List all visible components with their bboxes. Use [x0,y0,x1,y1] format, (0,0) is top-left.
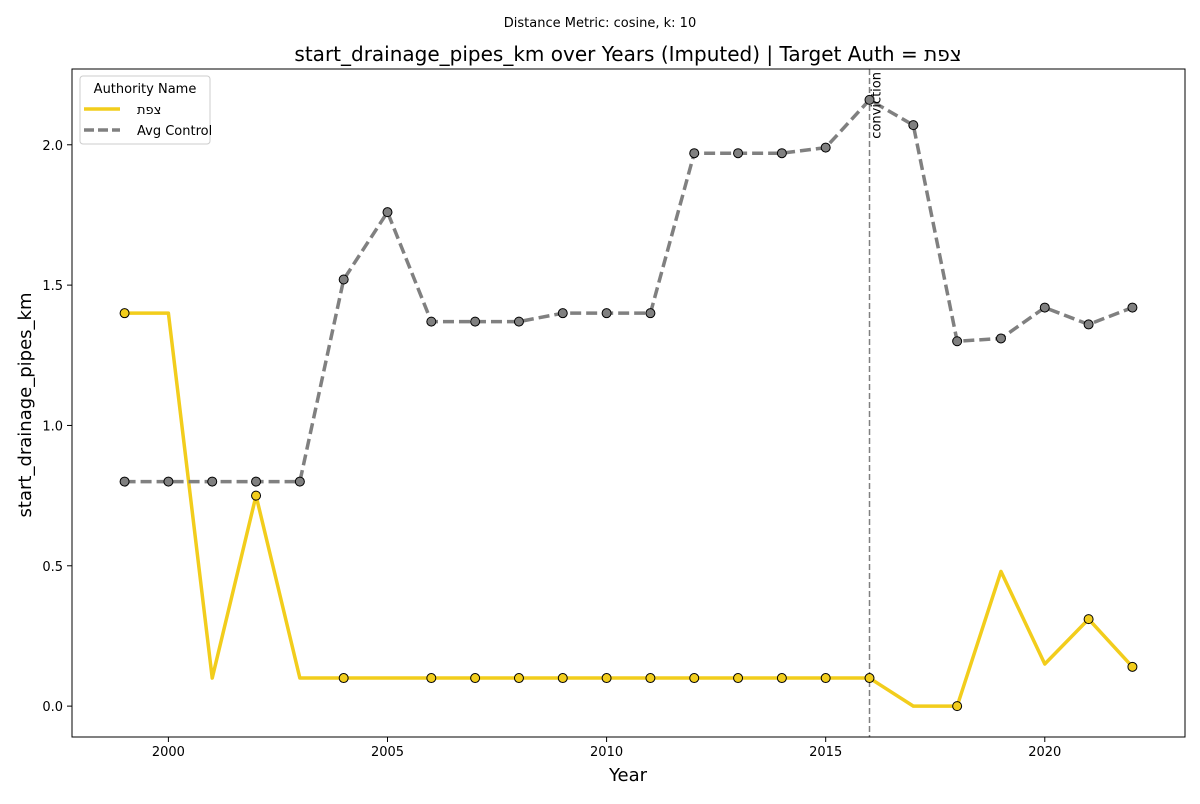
marker-target [952,701,963,712]
marker-control [908,120,919,131]
marker-target [119,308,130,319]
series-line-target [124,311,1134,708]
marker-control [382,207,393,218]
marker-control [733,148,744,159]
marker-control [864,94,875,105]
marker-target [1127,661,1138,672]
marker-control [1039,302,1050,313]
legend-label-target: צפת [137,103,161,118]
legend: Authority Name צפת Avg Control [79,75,212,145]
x-tick-label: 2000 [152,745,185,760]
x-tick-label: 2015 [809,745,842,760]
marker-control [163,476,174,487]
marker-target [251,490,262,501]
marker-target [557,673,568,684]
x-tick-label: 2010 [590,745,623,760]
annotation-label: conviction [870,72,885,139]
y-axis-label: start_drainage_pipes_km [15,293,36,518]
marker-target [645,673,656,684]
marker-target [733,673,744,684]
plot-frame [71,68,1186,738]
marker-control [251,476,262,487]
marker-control [952,336,963,347]
plot-area: conviction [119,69,1138,737]
y-tick-label: 2.0 [42,139,63,154]
x-tick-label: 2005 [371,745,404,760]
marker-control [513,316,524,327]
marker-target [820,673,831,684]
marker-target [338,673,349,684]
marker-target [776,673,787,684]
marker-control [820,142,831,153]
marker-control [119,476,130,487]
marker-control [776,148,787,159]
series-line-control [124,98,1134,484]
marker-target [1083,614,1094,625]
y-tick-label: 0.5 [42,560,63,575]
marker-control [601,308,612,319]
marker-control [1083,319,1094,330]
marker-control [338,274,349,285]
y-tick-label: 0.0 [42,700,63,715]
marker-control [689,148,700,159]
x-tick-label: 2020 [1028,745,1061,760]
marker-control [470,316,481,327]
marker-target [513,673,524,684]
marker-target [864,673,875,684]
marker-control [557,308,568,319]
marker-control [645,308,656,319]
marker-control [995,333,1006,344]
marker-target [601,673,612,684]
marker-control [207,476,218,487]
marker-control [1127,302,1138,313]
marker-control [294,476,305,487]
x-axis-label: Year [608,765,648,786]
marker-control [426,316,437,327]
chart-suptitle: Distance Metric: cosine, k: 10 [504,16,696,31]
chart-title: start_drainage_pipes_km over Years (Impu… [294,42,961,66]
legend-label-control: Avg Control [137,124,212,139]
marker-target [689,673,700,684]
y-tick-label: 1.0 [42,419,63,434]
legend-title: Authority Name [94,82,197,97]
marker-target [470,673,481,684]
y-tick-label: 1.5 [42,279,63,294]
legend-box [79,75,211,145]
marker-target [426,673,437,684]
